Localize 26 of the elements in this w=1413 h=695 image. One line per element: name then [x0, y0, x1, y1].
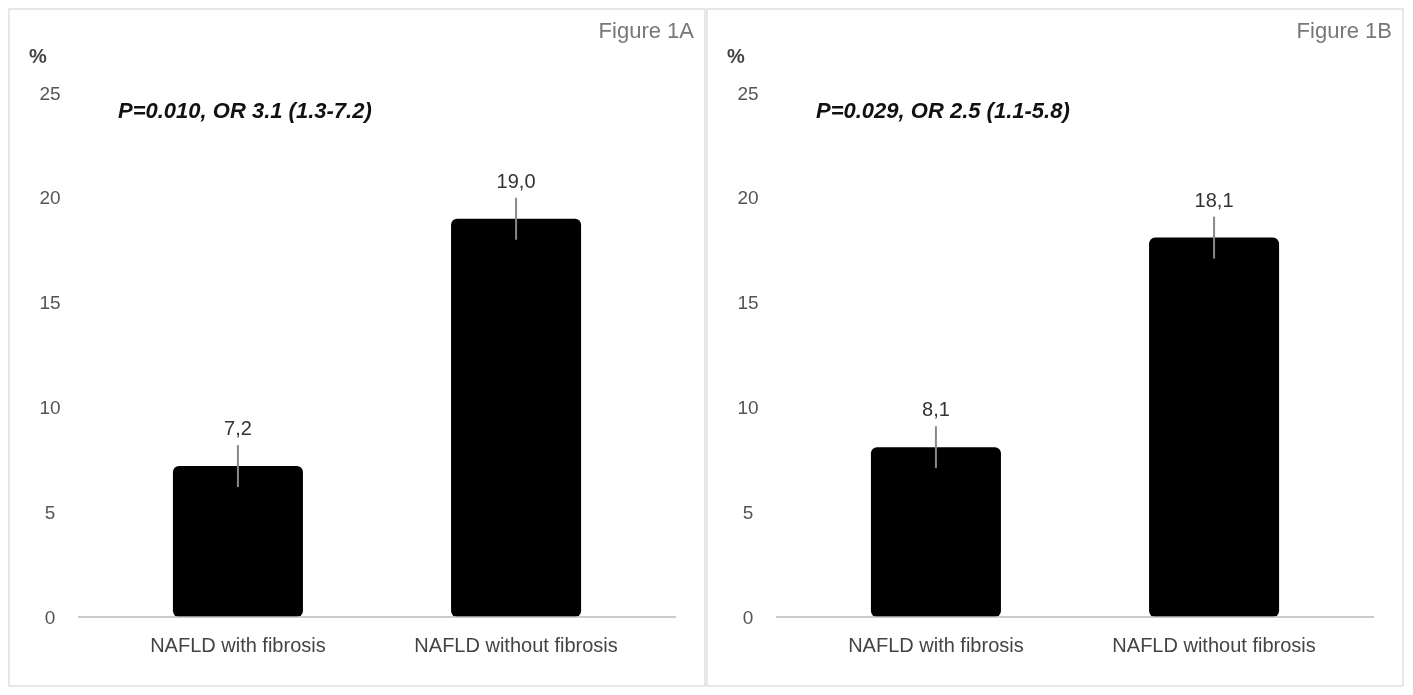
y-tick-label: 25	[39, 82, 61, 104]
y-tick-label: 15	[737, 292, 759, 314]
x-tick-label: NAFLD with fibrosis	[150, 634, 326, 656]
y-tick-label: 15	[39, 292, 61, 314]
data-label: 8,1	[922, 398, 950, 421]
y-tick-label: 20	[39, 187, 61, 209]
chart-title: Figure 1A	[598, 18, 695, 43]
y-tick-label: 10	[737, 397, 759, 419]
y-tick-label: 0	[742, 606, 754, 628]
y-tick-label: 5	[44, 501, 56, 523]
x-tick-label: NAFLD with fibrosis	[848, 634, 1024, 656]
data-label: 19,0	[496, 169, 536, 192]
y-axis-title: %	[727, 45, 746, 67]
annotation: P=0.029, OR 2.5 (1.1-5.8)	[816, 98, 1070, 123]
chart-title: Figure 1B	[1296, 18, 1392, 43]
y-axis-title: %	[29, 45, 48, 67]
y-tick-label: 25	[737, 82, 759, 104]
y-tick-label: 0	[44, 606, 56, 628]
y-tick-label: 20	[737, 187, 759, 209]
annotation: P=0.010, OR 3.1 (1.3-7.2)	[118, 98, 372, 123]
data-label: 7,2	[224, 417, 252, 440]
x-tick-label: NAFLD without fibrosis	[414, 634, 618, 656]
x-tick-label: NAFLD without fibrosis	[1112, 634, 1316, 656]
y-tick-label: 5	[742, 501, 754, 523]
data-label: 18,1	[1194, 188, 1234, 211]
y-tick-label: 10	[39, 397, 61, 419]
